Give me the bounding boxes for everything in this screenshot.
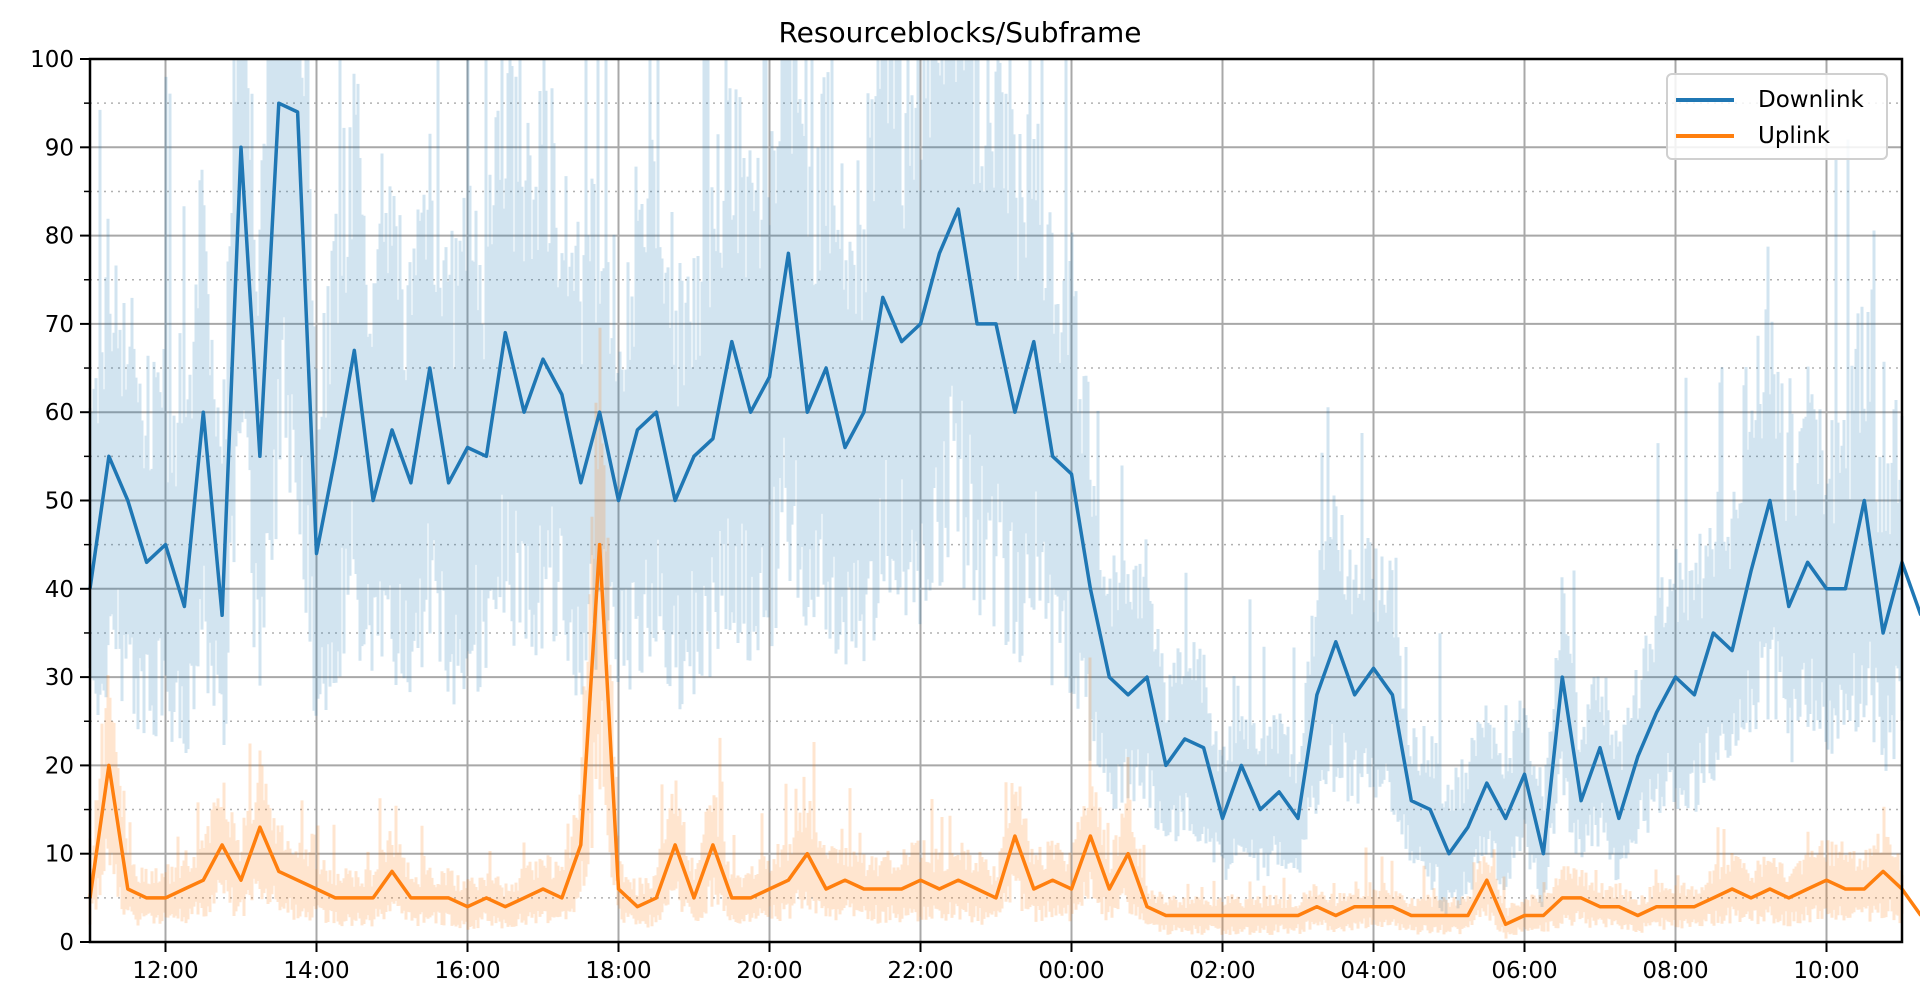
x-tick-label: 06:00 (1491, 958, 1557, 984)
y-tick-label: 30 (45, 665, 74, 691)
y-tick-label: 100 (30, 47, 74, 73)
y-tick-label: 60 (45, 400, 74, 426)
y-tick-label: 10 (45, 842, 74, 868)
chart-title: Resourceblocks/Subframe (778, 16, 1142, 49)
uplink-line-icon (1676, 134, 1734, 138)
y-tick-label: 70 (45, 312, 74, 338)
axes-frame (88, 57, 1904, 944)
legend-label: Downlink (1758, 87, 1864, 113)
legend-item-downlink: Downlink (1676, 85, 1864, 115)
y-tick-label: 50 (45, 489, 74, 515)
y-tick-label: 80 (45, 224, 74, 250)
x-tick-label: 10:00 (1793, 958, 1859, 984)
x-tick-label: 12:00 (132, 958, 198, 984)
downlink-line-icon (1676, 98, 1734, 102)
y-tick-label: 20 (45, 753, 74, 779)
uplink-line (88, 542, 1920, 927)
downlink-line (88, 101, 1920, 856)
x-tick-label: 00:00 (1038, 958, 1104, 984)
y-tick-label: 90 (45, 135, 74, 161)
x-tick-label: 22:00 (887, 958, 953, 984)
y-tick-label: 0 (59, 930, 74, 956)
downlink-raw-band (88, 59, 1904, 917)
legend-label: Uplink (1758, 123, 1831, 149)
x-tick-label: 04:00 (1340, 958, 1406, 984)
x-tick-label: 08:00 (1642, 958, 1708, 984)
x-tick-label: 20:00 (736, 958, 802, 984)
x-tick-label: 14:00 (283, 958, 349, 984)
y-tick-label: 40 (45, 577, 74, 603)
legend: Downlink Uplink (1666, 73, 1888, 160)
x-tick-label: 02:00 (1189, 958, 1255, 984)
series-lines (88, 101, 1920, 927)
x-tick-label: 18:00 (585, 958, 651, 984)
grid-lines (90, 59, 1902, 942)
x-tick-label: 16:00 (434, 958, 500, 984)
axes: 0 10 20 30 40 50 60 70 80 90 100 12:00 14:00 16:00 18:… (30, 47, 1904, 984)
legend-item-uplink: Uplink (1676, 121, 1830, 151)
